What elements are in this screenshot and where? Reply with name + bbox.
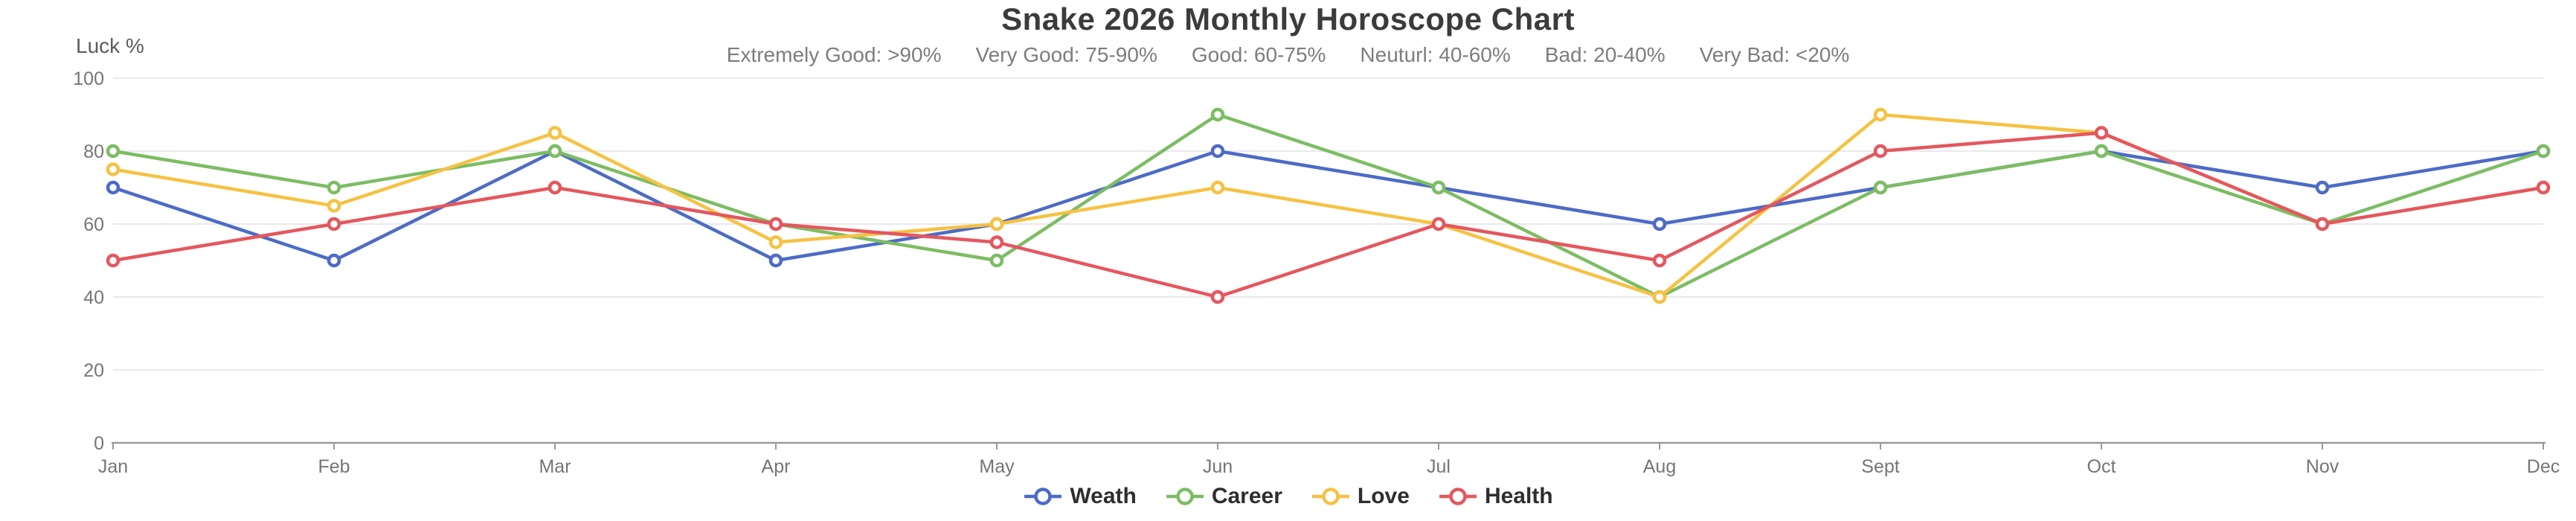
data-point-love (1210, 180, 1225, 195)
data-point-love (547, 126, 562, 140)
x-axis-tick-label: Jun (1203, 456, 1233, 477)
data-point-love (1873, 107, 1888, 122)
data-point-weath (2315, 180, 2330, 195)
data-point-health (1210, 290, 1225, 304)
legend-item-love[interactable]: Love (1311, 484, 1410, 509)
data-point-love (106, 162, 121, 176)
data-point-health (106, 253, 121, 268)
data-point-health (768, 217, 783, 231)
chart-subtitle: Extremely Good: >90% Very Good: 75-90% G… (0, 43, 2576, 67)
legend-label: Health (1484, 484, 1553, 508)
x-axis-tick-label: Aug (1643, 456, 1676, 477)
data-point-career (2536, 144, 2551, 159)
subtitle-good: Good: 60-75% (1191, 43, 1326, 66)
series-line-health (111, 131, 2546, 299)
series-line-love (111, 112, 2546, 299)
y-axis-tick-label: 80 (83, 141, 104, 162)
data-point-health (989, 235, 1004, 249)
data-point-career (989, 253, 1004, 268)
x-axis-tick-label: Feb (318, 456, 350, 477)
data-point-health (547, 180, 562, 195)
x-axis-tick-label: Mar (539, 456, 571, 477)
y-axis-tick-label: 20 (83, 360, 104, 381)
subtitle-very-bad: Very Bad: <20% (1699, 43, 1850, 66)
subtitle-very-good: Very Good: 75-90% (975, 43, 1157, 66)
legend-label: Career (1211, 484, 1282, 508)
legend-marker-icon (1311, 488, 1349, 505)
data-point-health (2536, 180, 2551, 195)
subtitle-extremely-good: Extremely Good: >90% (726, 43, 942, 66)
data-point-love (1652, 290, 1667, 304)
x-axis-tick-label: Jul (1427, 456, 1451, 477)
data-point-career (1210, 107, 1225, 122)
y-axis-tick-label: 60 (83, 214, 104, 235)
y-axis-tick-label: 40 (83, 287, 104, 308)
data-point-career (547, 144, 562, 159)
subtitle-neutral: Neuturl: 40-60% (1360, 43, 1511, 66)
legend-item-health[interactable]: Health (1438, 484, 1553, 509)
legend-marker-icon (1024, 488, 1062, 505)
data-point-career (1431, 180, 1446, 195)
data-point-health (1873, 144, 1888, 159)
data-point-health (1652, 253, 1667, 268)
series-line-career (111, 112, 2546, 299)
x-axis-tick-label: May (979, 456, 1015, 477)
x-axis-tick-label: Oct (2087, 456, 2116, 477)
data-point-career (2094, 144, 2109, 159)
legend-marker-icon (1439, 488, 1477, 505)
y-axis-tick-label: 100 (73, 68, 104, 89)
data-point-career (1873, 180, 1888, 195)
legend-item-career[interactable]: Career (1165, 484, 1282, 509)
data-point-love (989, 217, 1004, 231)
data-point-love (327, 199, 341, 213)
data-point-health (327, 217, 341, 231)
data-point-love (768, 235, 783, 249)
x-axis-tick-label: Apr (762, 456, 791, 477)
legend-marker-icon (1166, 488, 1204, 505)
legend-label: Weath (1070, 484, 1137, 508)
x-axis-tick-label: Dec (2527, 456, 2560, 477)
chart-legend: Weath Career Love Health (0, 484, 2576, 509)
legend-item-weath[interactable]: Weath (1023, 484, 1137, 509)
data-point-weath (1652, 217, 1667, 231)
x-axis-tick-label: Sept (1861, 456, 1899, 477)
data-point-health (2315, 217, 2330, 231)
subtitle-bad: Bad: 20-40% (1544, 43, 1666, 66)
data-point-weath (768, 253, 783, 268)
data-point-weath (106, 180, 121, 195)
data-point-health (1431, 217, 1446, 231)
series-line-weath (111, 149, 2546, 263)
data-point-career (106, 144, 121, 159)
data-point-career (327, 180, 341, 195)
x-axis-tick-label: Nov (2306, 456, 2339, 477)
chart-title: Snake 2026 Monthly Horoscope Chart (1001, 1, 1575, 36)
y-axis-title: Luck % (76, 34, 144, 57)
x-axis-tick-label: Jan (98, 456, 128, 477)
y-axis-tick-label: 0 (94, 433, 104, 454)
legend-label: Love (1357, 484, 1410, 508)
data-point-weath (1210, 144, 1225, 159)
data-point-health (2094, 126, 2109, 140)
data-point-weath (327, 253, 341, 268)
